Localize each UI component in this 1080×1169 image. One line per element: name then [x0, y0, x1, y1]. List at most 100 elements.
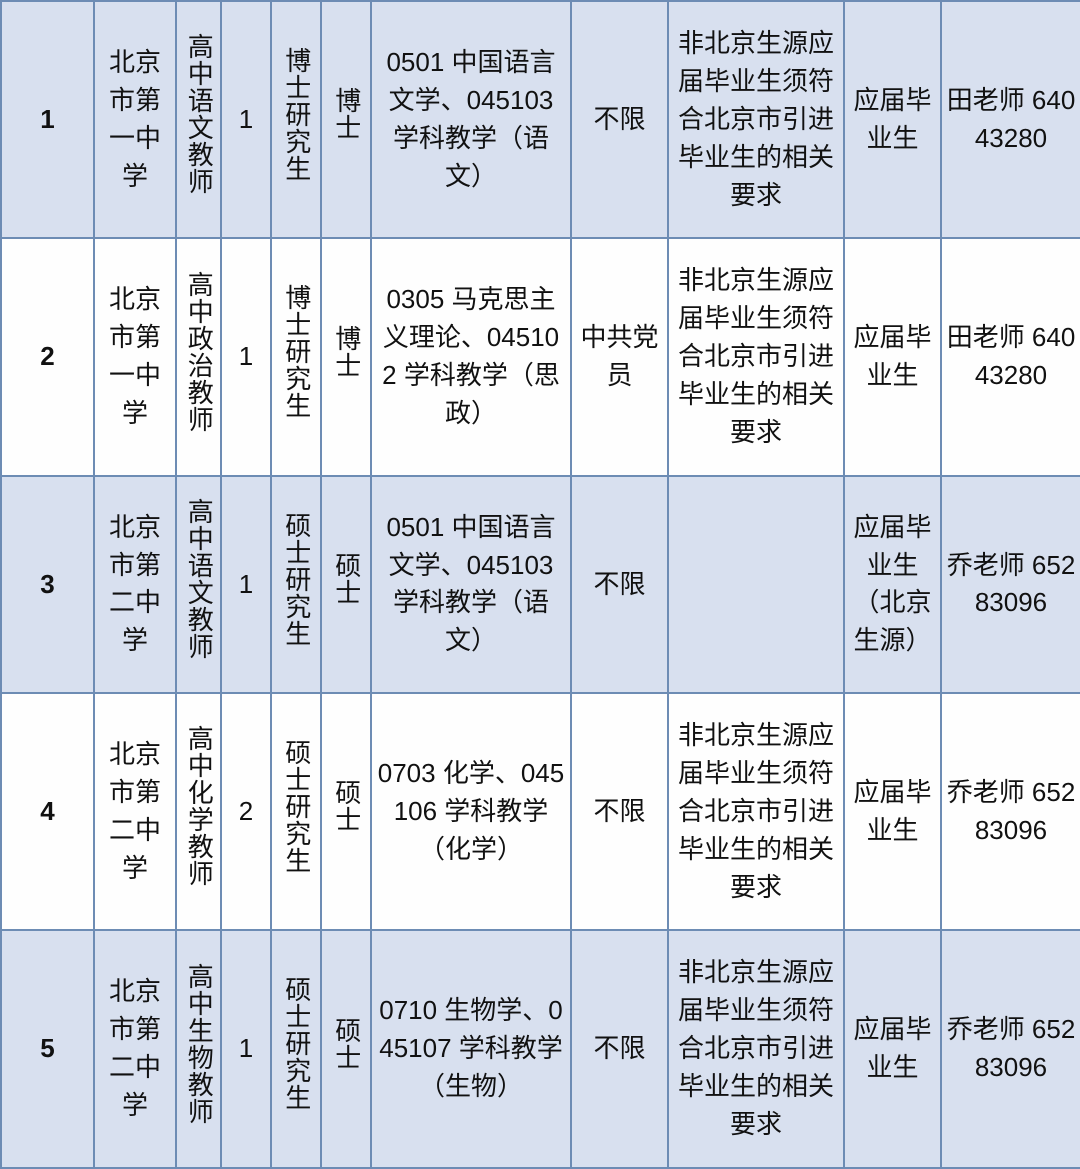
- contact-info: 乔老师 65283096: [946, 549, 1076, 618]
- row-index-value: 2: [40, 341, 55, 372]
- contact-info: 乔老师 65283096: [946, 776, 1076, 845]
- degree-requirement: 硕士: [331, 779, 362, 834]
- political-status: 不限: [593, 795, 646, 826]
- cell-contact: 田老师 64043280: [940, 237, 1080, 477]
- cell-count: 1: [220, 0, 272, 240]
- contact-info: 田老师 64043280: [946, 322, 1076, 391]
- cell-other-conditions: 非北京生源应届毕业生须符合北京市引进毕业生的相关要求: [667, 237, 845, 477]
- school-name: 北京市第一中学: [108, 46, 161, 191]
- headcount-value: 1: [238, 341, 254, 372]
- post-name: 高中语文教师: [184, 33, 215, 196]
- cell-political-status: 中共党员: [570, 237, 669, 477]
- cell-count: 1: [220, 237, 272, 477]
- cell-index: 2: [0, 237, 95, 477]
- education-requirement: 硕士研究生: [281, 511, 312, 647]
- cell-school: 北京市第二中学: [93, 474, 177, 695]
- cell-post: 高中政治教师: [175, 237, 222, 477]
- cell-political-status: 不限: [570, 929, 669, 1169]
- cell-post: 高中语文教师: [175, 0, 222, 240]
- cell-other-conditions: [667, 474, 845, 695]
- major-requirement: 0305 马克思主义理论、045102 学科教学（思政）: [382, 284, 560, 429]
- row-index-value: 4: [40, 795, 55, 826]
- contact-info: 田老师 64043280: [946, 84, 1076, 153]
- table-row: 5 北京市第二中学 高中生物教师 1 硕士研究生 硕士 0710 生物学、045…: [0, 929, 1080, 1169]
- degree-requirement: 博士: [331, 324, 362, 379]
- other-conditions: 非北京生源应届毕业生须符合北京市引进毕业生的相关要求: [677, 265, 834, 448]
- political-status: 不限: [593, 103, 646, 134]
- cell-post: 高中语文教师: [175, 474, 222, 695]
- post-name: 高中语文教师: [184, 498, 215, 660]
- cell-degree: 硕士: [320, 474, 372, 695]
- degree-requirement: 硕士: [331, 1016, 362, 1071]
- cell-graduate-source: 应届毕业生（北京生源）: [843, 474, 942, 695]
- headcount-value: 1: [238, 568, 254, 599]
- cell-school: 北京市第一中学: [93, 237, 177, 477]
- cell-degree: 博士: [320, 0, 372, 240]
- other-conditions: 非北京生源应届毕业生须符合北京市引进毕业生的相关要求: [677, 957, 834, 1140]
- post-name: 高中化学教师: [184, 725, 215, 888]
- graduate-source: 应届毕业生: [853, 322, 932, 391]
- other-conditions: 非北京生源应届毕业生须符合北京市引进毕业生的相关要求: [677, 27, 834, 210]
- cell-degree: 硕士: [320, 692, 372, 932]
- graduate-source: 应届毕业生: [853, 84, 932, 153]
- major-requirement: 0501 中国语言文学、045103 学科教学（语文）: [386, 46, 556, 191]
- cell-major: 0703 化学、045106 学科教学（化学）: [370, 692, 572, 932]
- education-requirement: 硕士研究生: [281, 738, 312, 874]
- table-row: 2 北京市第一中学 高中政治教师 1 博士研究生 博士 0305 马克思主义理论…: [0, 237, 1080, 477]
- cell-graduate-source: 应届毕业生: [843, 237, 942, 477]
- table-row: 3 北京市第二中学 高中语文教师 1 硕士研究生 硕士 0501 中国语言文学、…: [0, 474, 1080, 695]
- row-index-value: 1: [40, 103, 55, 134]
- headcount-value: 2: [238, 795, 254, 826]
- school-name: 北京市第二中学: [108, 511, 161, 656]
- row-index-value: 3: [40, 568, 55, 599]
- cell-degree: 硕士: [320, 929, 372, 1169]
- graduate-source: 应届毕业生（北京生源）: [853, 511, 932, 656]
- cell-education: 博士研究生: [270, 0, 322, 240]
- cell-graduate-source: 应届毕业生: [843, 692, 942, 932]
- degree-requirement: 博士: [331, 87, 362, 142]
- cell-contact: 乔老师 65283096: [940, 929, 1080, 1169]
- education-requirement: 硕士研究生: [281, 976, 312, 1112]
- cell-other-conditions: 非北京生源应届毕业生须符合北京市引进毕业生的相关要求: [667, 692, 845, 932]
- cell-index: 1: [0, 0, 95, 240]
- cell-count: 1: [220, 474, 272, 695]
- cell-index: 4: [0, 692, 95, 932]
- school-name: 北京市第二中学: [108, 738, 161, 883]
- post-name: 高中政治教师: [184, 270, 215, 433]
- cell-post: 高中化学教师: [175, 692, 222, 932]
- table-row: 1 北京市第一中学 高中语文教师 1 博士研究生 博士 0501 中国语言文学、…: [0, 0, 1080, 240]
- cell-major: 0501 中国语言文学、045103 学科教学（语文）: [370, 474, 572, 695]
- major-requirement: 0501 中国语言文学、045103 学科教学（语文）: [386, 511, 556, 656]
- cell-education: 硕士研究生: [270, 692, 322, 932]
- cell-count: 1: [220, 929, 272, 1169]
- cell-index: 5: [0, 929, 95, 1169]
- school-name: 北京市第一中学: [108, 284, 161, 429]
- other-conditions: 非北京生源应届毕业生须符合北京市引进毕业生的相关要求: [677, 719, 834, 902]
- cell-education: 硕士研究生: [270, 474, 322, 695]
- cell-political-status: 不限: [570, 474, 669, 695]
- cell-major: 0710 生物学、045107 学科教学（生物）: [370, 929, 572, 1169]
- cell-education: 博士研究生: [270, 237, 322, 477]
- cell-other-conditions: 非北京生源应届毕业生须符合北京市引进毕业生的相关要求: [667, 929, 845, 1169]
- political-status: 不限: [593, 1033, 646, 1064]
- political-status: 中共党员: [580, 322, 659, 391]
- cell-graduate-source: 应届毕业生: [843, 0, 942, 240]
- graduate-source: 应届毕业生: [853, 776, 932, 845]
- cell-contact: 乔老师 65283096: [940, 692, 1080, 932]
- cell-post: 高中生物教师: [175, 929, 222, 1169]
- political-status: 不限: [593, 568, 646, 599]
- cell-graduate-source: 应届毕业生: [843, 929, 942, 1169]
- cell-index: 3: [0, 474, 95, 695]
- cell-major: 0501 中国语言文学、045103 学科教学（语文）: [370, 0, 572, 240]
- contact-info: 乔老师 65283096: [946, 1014, 1076, 1083]
- major-requirement: 0703 化学、045106 学科教学（化学）: [377, 757, 565, 864]
- cell-school: 北京市第二中学: [93, 929, 177, 1169]
- cell-degree: 博士: [320, 237, 372, 477]
- degree-requirement: 硕士: [331, 552, 362, 606]
- cell-political-status: 不限: [570, 692, 669, 932]
- cell-other-conditions: 非北京生源应届毕业生须符合北京市引进毕业生的相关要求: [667, 0, 845, 240]
- cell-count: 2: [220, 692, 272, 932]
- graduate-source: 应届毕业生: [853, 1014, 932, 1083]
